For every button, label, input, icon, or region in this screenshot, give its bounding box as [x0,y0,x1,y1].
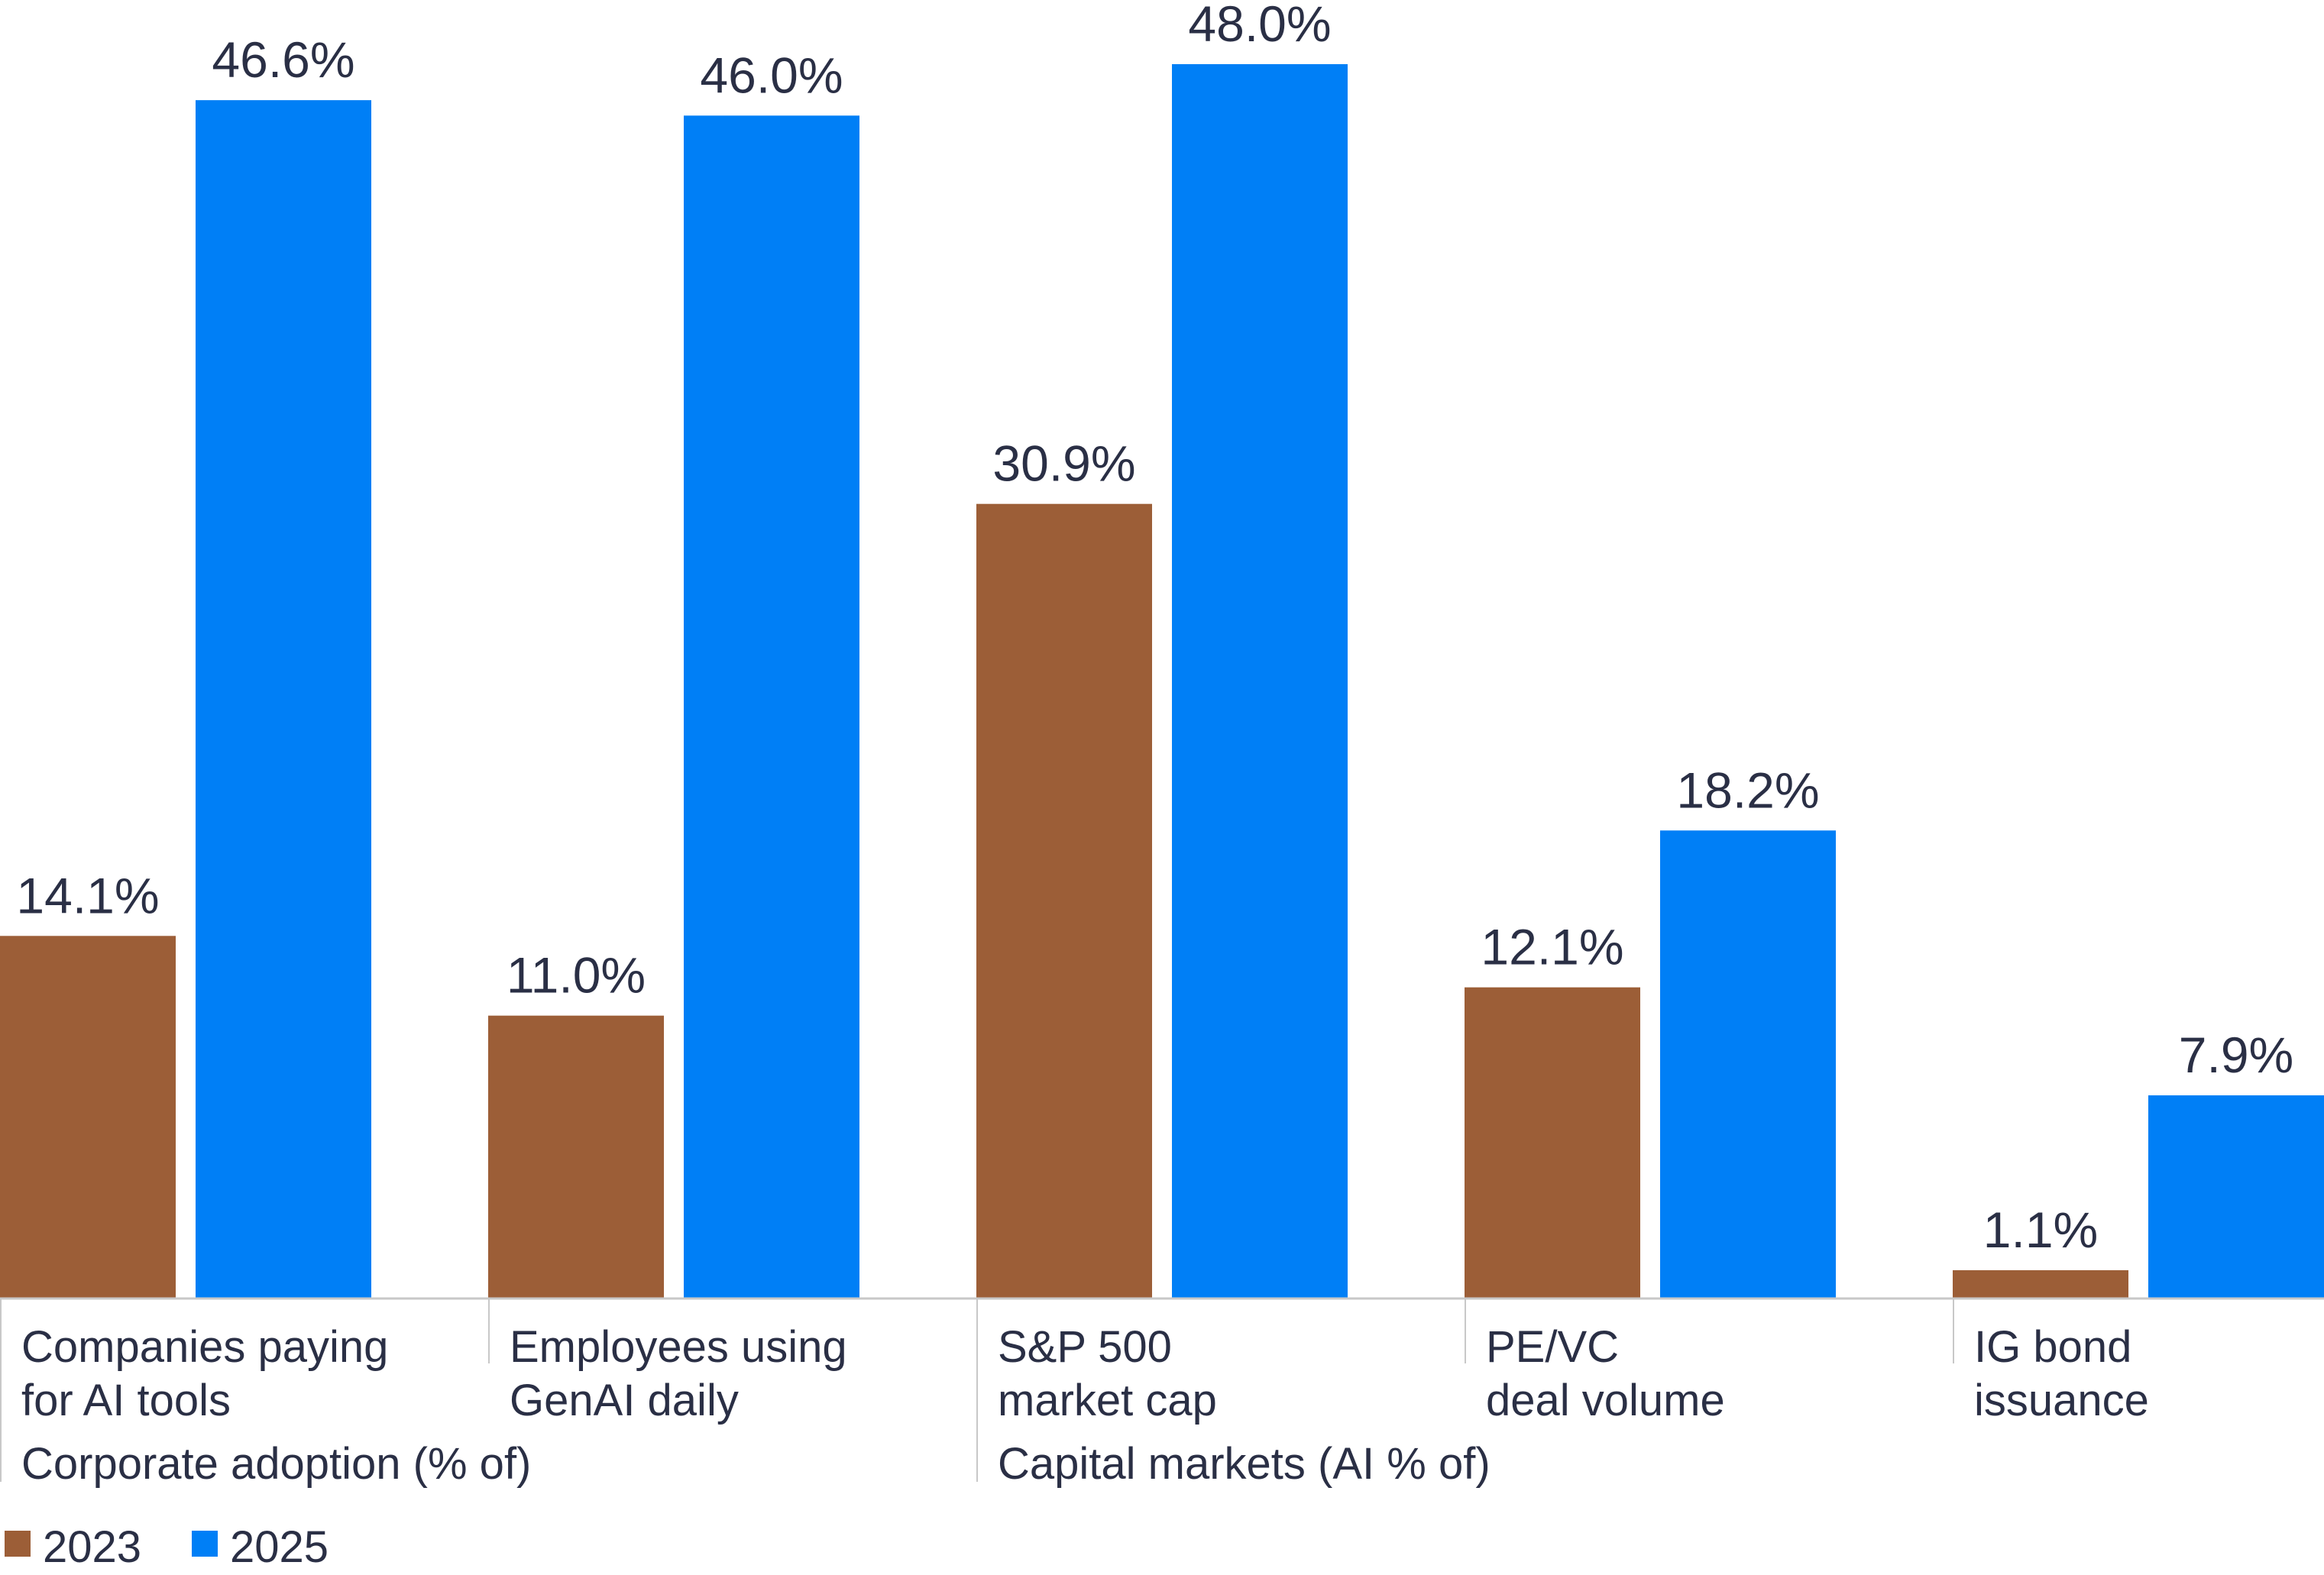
legend-swatch-2023 [5,1531,31,1557]
category-label-2-line-0: S&P 500 [998,1322,1172,1372]
category-label-1-line-1: GenAI daily [510,1376,739,1425]
category-label-3-line-0: PE/VC [1486,1322,1619,1372]
data-label-2025-2: 48.0% [1188,0,1331,52]
category-label-0-line-1: for AI tools [21,1376,231,1425]
bar-2025-0 [196,100,371,1299]
legend: 2023 2025 [5,1522,329,1572]
data-label-2023-4: 1.1% [1983,1201,2098,1258]
data-label-2025-0: 46.6% [212,31,354,88]
category-label-1-line-0: Employees using [510,1322,847,1372]
bar-2025-4 [2148,1095,2324,1298]
category-label-0-line-0: Companies paying [21,1322,388,1372]
bar-2023-0 [0,936,176,1298]
legend-label-2023: 2023 [43,1522,141,1572]
bars-layer [0,64,2324,1299]
group-label-0: Corporate adoption (% of) [21,1439,531,1489]
group-labels-layer: Corporate adoption (% of) Capital markets… [21,1439,1491,1489]
data-label-2025-4: 7.9% [2179,1027,2293,1083]
category-label-4-line-1: issuance [1974,1376,2149,1425]
bar-2023-3 [1465,987,1640,1298]
category-label-3-line-1: deal volume [1486,1376,1725,1425]
bar-2025-2 [1172,64,1348,1298]
legend-label-2025: 2025 [230,1522,329,1572]
bar-2025-3 [1660,830,1836,1298]
bar-2023-2 [976,503,1152,1299]
data-label-2025-3: 18.2% [1676,762,1819,818]
bar-2025-1 [684,115,859,1298]
bar-2023-1 [488,1015,664,1298]
category-ticks-layer [0,1298,1954,1482]
data-label-2025-1: 46.0% [700,47,843,103]
group-label-1: Capital markets (AI % of) [998,1439,1491,1489]
data-label-2023-1: 11.0% [507,947,646,1004]
category-label-4-line-0: IG bond [1974,1322,2131,1372]
data-label-2023-2: 30.9% [992,435,1135,492]
bar-2023-4 [1953,1269,2128,1298]
value-labels-layer: 14.1% 46.6% 11.0% 46.0% 30.9% 48.0% 12.1% 18.2%… [16,0,2293,1258]
data-label-2023-3: 12.1% [1481,919,1623,975]
category-label-2-line-1: market cap [998,1376,1217,1425]
data-label-2023-0: 14.1% [16,867,159,923]
legend-swatch-2025 [192,1531,218,1557]
